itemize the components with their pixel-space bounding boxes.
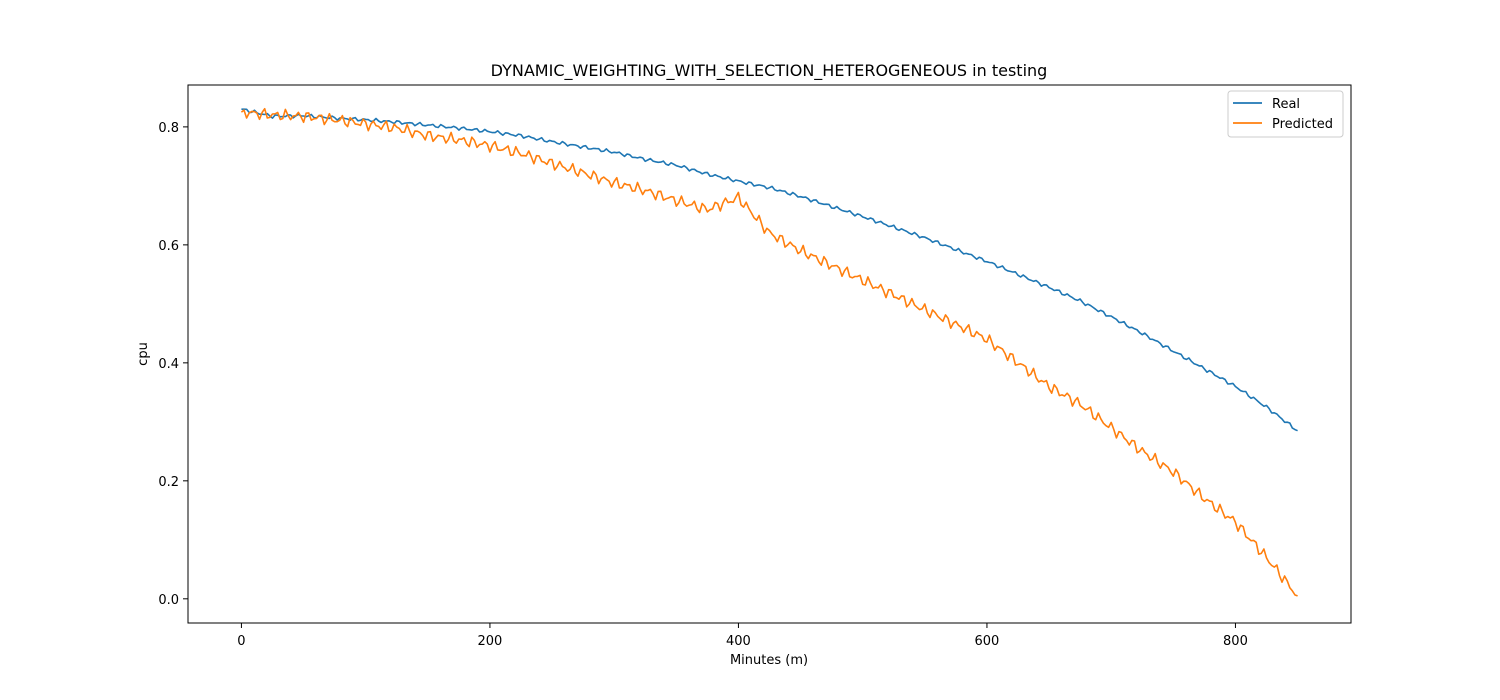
y-tick-label: 0.6	[158, 239, 179, 254]
y-axis: 0.0 0.2 0.4 0.6 0.8	[158, 121, 188, 608]
x-tick-label: 0	[237, 634, 245, 649]
legend-label-real: Real	[1272, 97, 1300, 112]
y-tick-label: 0.4	[158, 357, 179, 372]
x-axis: 0 200 400 600 800	[237, 623, 1248, 649]
x-tick-label: 800	[1223, 634, 1248, 649]
legend-label-predicted: Predicted	[1272, 117, 1333, 132]
y-tick-label: 0.8	[158, 121, 179, 136]
x-axis-label: Minutes (m)	[730, 653, 808, 668]
series-line-predicted	[240, 107, 1298, 597]
series-line-real	[241, 108, 1298, 432]
y-axis-label: cpu	[136, 342, 151, 366]
x-tick-label: 200	[478, 634, 503, 649]
x-tick-label: 600	[975, 634, 1000, 649]
plot-frame	[187, 84, 1352, 624]
x-tick-label: 400	[726, 634, 751, 649]
chart-title: DYNAMIC_WEIGHTING_WITH_SELECTION_HETEROG…	[491, 61, 1048, 81]
y-tick-label: 0.0	[158, 593, 179, 608]
plot-lines	[240, 107, 1298, 597]
legend: Real Predicted	[1227, 90, 1344, 138]
y-tick-label: 0.2	[158, 475, 179, 490]
